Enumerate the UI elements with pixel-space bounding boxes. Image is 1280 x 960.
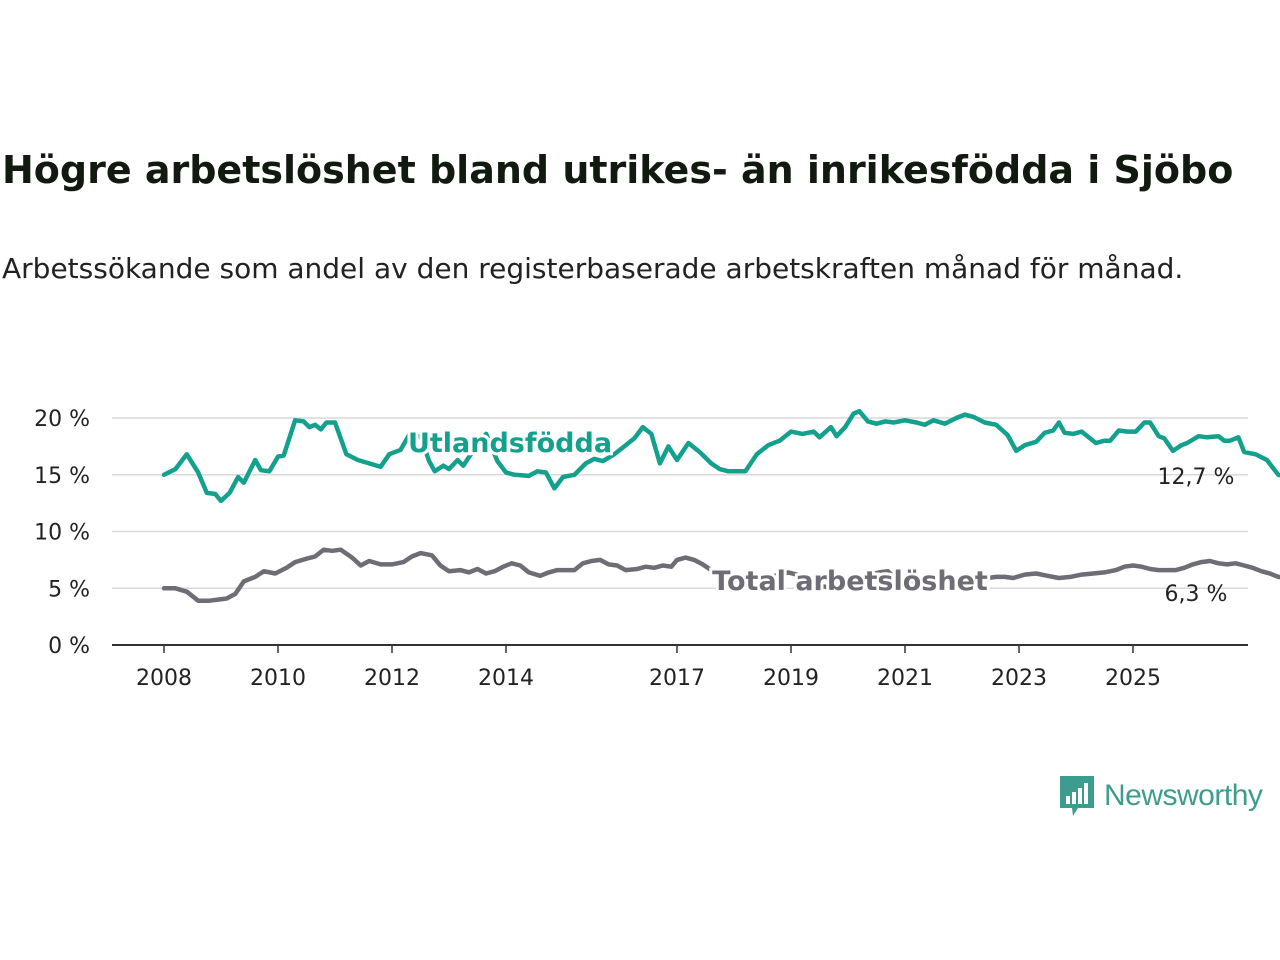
y-axis-ticks: 0 % 5 % 10 % 15 % 20 % — [34, 407, 90, 659]
x-tick-label: 2014 — [478, 666, 534, 691]
newsworthy-logo-text: Newsworthy — [1104, 779, 1263, 812]
series-label-utlandsfodda: Utlandsfödda — [408, 428, 612, 459]
x-axis: 2008 2010 2012 2014 2017 2019 2021 2023 2025 — [112, 644, 1248, 691]
grid-lines — [112, 417, 1248, 589]
y-tick-label: 0 % — [48, 634, 90, 659]
y-tick-label: 5 % — [48, 577, 90, 602]
x-tick-label: 2023 — [991, 666, 1047, 691]
x-tick-label: 2010 — [250, 666, 306, 691]
x-tick-label: 2017 — [649, 666, 705, 691]
newsworthy-logo: Newsworthy — [1058, 774, 1263, 818]
chart-title: Högre arbetslöshet bland utrikes- än inr… — [2, 148, 1234, 192]
y-tick-label: 10 % — [34, 521, 90, 546]
x-tick-label: 2012 — [364, 666, 420, 691]
x-tick-label: 2019 — [763, 666, 819, 691]
series-lines — [161, 408, 1280, 603]
y-tick-label: 20 % — [34, 407, 90, 432]
x-tick-label: 2021 — [877, 666, 933, 691]
x-tick-label: 2025 — [1105, 666, 1161, 691]
series-line-0 — [161, 408, 1280, 504]
end-label-total: 6,3 % — [1165, 582, 1228, 607]
chart-subtitle: Arbetssökande som andel av den registerb… — [2, 252, 1184, 285]
x-tick-label: 2008 — [136, 666, 192, 691]
newsworthy-logo-icon — [1060, 776, 1094, 816]
end-label-utlandsfodda: 12,7 % — [1158, 465, 1235, 490]
series-labels: Utlandsfödda Total arbetslöshet 12,7 % 6,3 … — [405, 425, 1235, 607]
series-label-total: Total arbetslöshet — [712, 566, 988, 597]
y-tick-label: 15 % — [34, 464, 90, 489]
series-line-1 — [161, 547, 1280, 603]
